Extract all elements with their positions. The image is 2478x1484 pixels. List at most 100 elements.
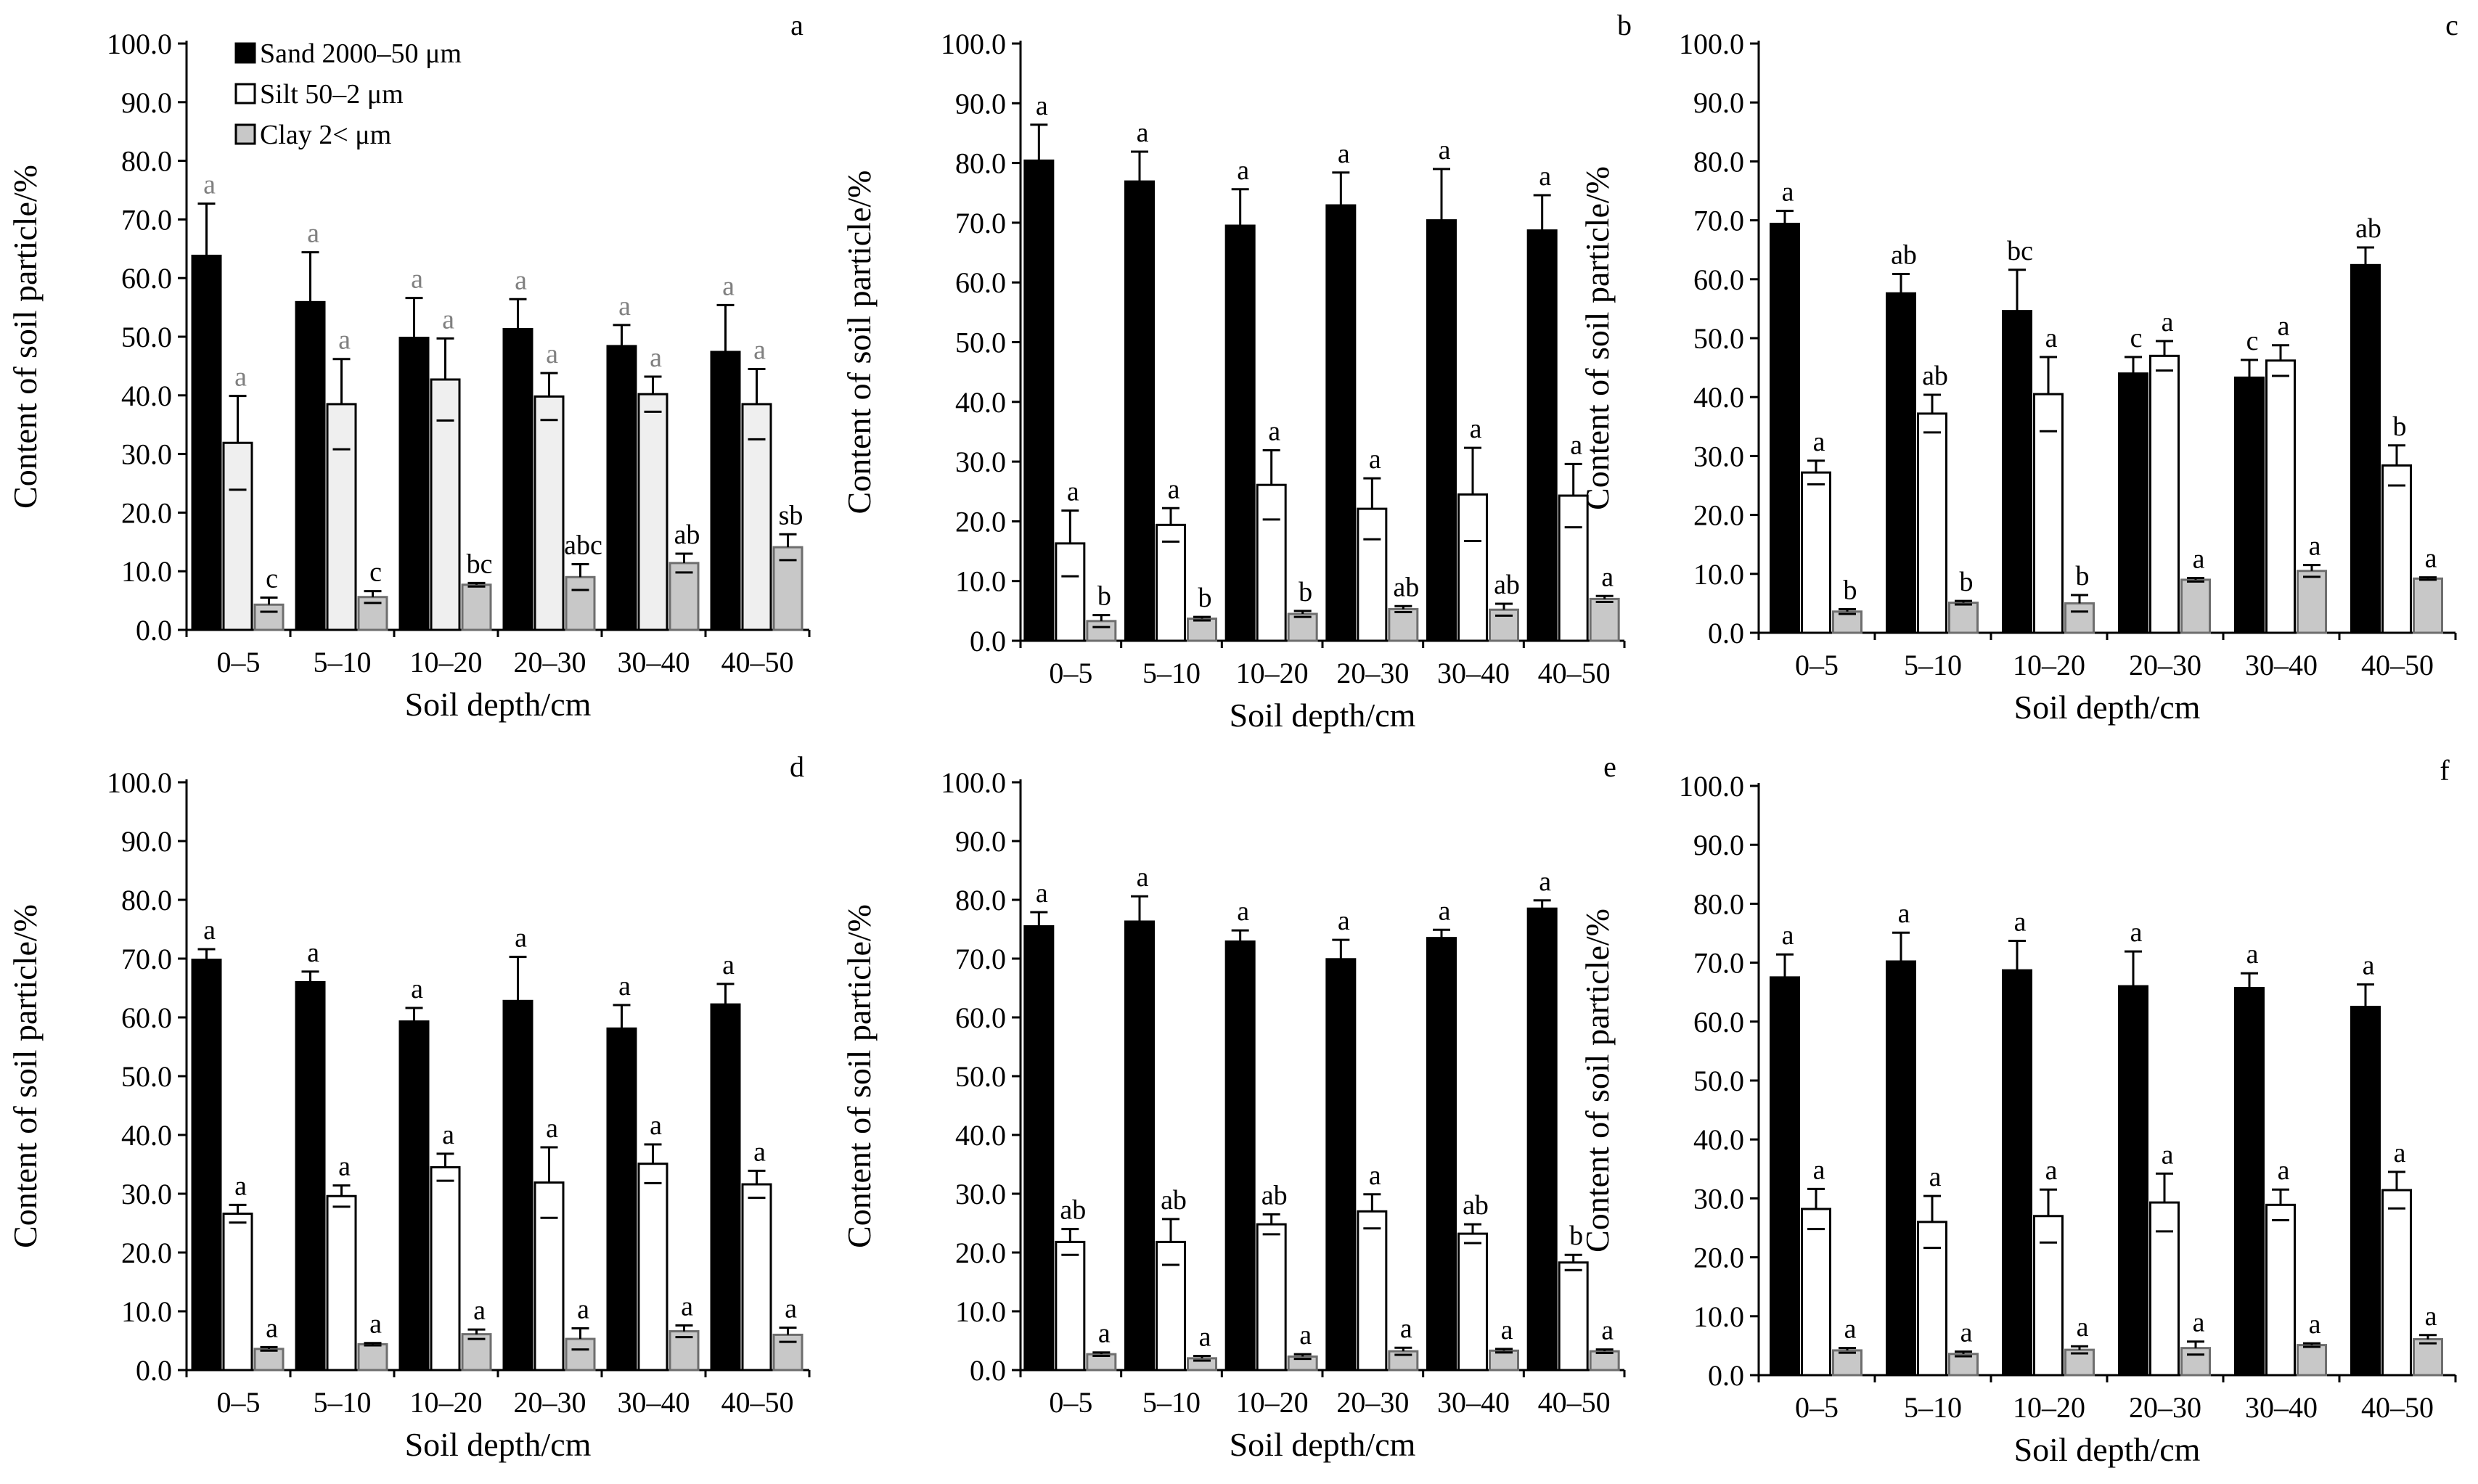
x-tick-label: 10–20: [2013, 649, 2085, 681]
significance-label: a: [1501, 1315, 1513, 1345]
significance-label: a: [2077, 1312, 2089, 1342]
x-tick-label: 0–5: [1049, 1386, 1092, 1419]
significance-label: a: [1168, 474, 1180, 504]
bar: [1832, 1349, 1862, 1377]
bar: [222, 441, 253, 631]
bar: [1489, 608, 1519, 642]
significance-label: b: [1960, 567, 1974, 597]
panel-letter: b: [1617, 9, 1632, 41]
bar: [295, 300, 326, 631]
y-tick-label: 40.0: [1693, 1123, 1744, 1156]
bar: [668, 562, 700, 631]
y-tick-label: 40.0: [121, 1119, 172, 1152]
legend-swatch: [234, 83, 256, 104]
y-tick-label: 10.0: [955, 565, 1006, 598]
chart-panel-a: 0.0 10.0 20.0 30.0 40.0 50.0 60.0 70.0 80.0 90.0 1…: [7, 9, 811, 723]
bar: [2297, 570, 2327, 634]
y-tick-label: 90.0: [955, 825, 1006, 858]
y-tick-label: 80.0: [121, 884, 172, 917]
y-tick-label: 0.0: [1708, 617, 1744, 649]
bar: [2234, 376, 2265, 634]
bar: [2180, 578, 2211, 634]
significance-label: a: [1439, 135, 1451, 165]
bar: [461, 583, 492, 631]
bar: [2064, 602, 2095, 634]
bar: [606, 345, 637, 631]
y-tick-label: 30.0: [121, 438, 172, 471]
significance-label: b: [2393, 411, 2407, 442]
x-tick-label: 0–5: [217, 646, 261, 679]
significance-label: a: [1929, 1162, 1942, 1192]
bar: [772, 1333, 803, 1372]
significance-label: ab: [1494, 570, 1520, 600]
bar: [1917, 1221, 1947, 1377]
bar: [2413, 577, 2443, 634]
x-axis-title: Soil depth/cm: [1230, 697, 1416, 734]
bar: [1489, 1349, 1519, 1372]
y-tick-label: 60.0: [955, 266, 1006, 299]
bar: [606, 1027, 637, 1372]
significance-label: a: [650, 1110, 662, 1141]
bar: [710, 350, 741, 631]
bar: [502, 327, 533, 631]
significance-label: a: [1036, 91, 1048, 121]
chart-panel-f: 0.0 10.0 20.0 30.0 40.0 50.0 60.0 70.0 80.0 90.0 1…: [1579, 754, 2457, 1468]
bar: [502, 999, 533, 1372]
y-tick-label: 40.0: [955, 1119, 1006, 1152]
significance-label: ab: [1922, 361, 1948, 391]
bar: [326, 403, 357, 631]
y-tick-label: 40.0: [121, 380, 172, 412]
y-tick-label: 10.0: [121, 1295, 172, 1328]
bar: [295, 980, 326, 1372]
x-axis-title: Soil depth/cm: [405, 686, 592, 723]
significance-label: a: [1570, 430, 1582, 460]
y-tick-label: 50.0: [121, 321, 172, 353]
panel-letter: c: [2445, 9, 2458, 41]
y-axis-title: Content of soil particle/%: [841, 171, 878, 515]
significance-label: a: [722, 271, 735, 301]
bar: [430, 378, 461, 631]
bar: [2413, 1337, 2443, 1377]
bar: [2033, 1215, 2064, 1377]
significance-label: a: [1067, 477, 1079, 507]
significance-label: a: [411, 974, 423, 1004]
legend: Sand 2000–50 μm Silt 50–2 μm Clay 2< μm: [234, 38, 462, 150]
x-tick-label: 20–30: [2129, 649, 2201, 681]
bar: [1357, 507, 1388, 642]
significance-label: a: [515, 265, 527, 295]
bar: [191, 959, 222, 1372]
bar: [398, 1020, 430, 1372]
significance-label: bc: [2007, 236, 2033, 266]
y-tick-label: 40.0: [955, 386, 1006, 419]
x-tick-label: 10–20: [410, 1386, 483, 1419]
bar: [1526, 229, 1558, 642]
chart-panel-e: 0.0 10.0 20.0 30.0 40.0 50.0 60.0 70.0 80.0 90.0 1…: [841, 750, 1626, 1463]
y-tick-label: 20.0: [121, 1237, 172, 1269]
x-tick-label: 5–10: [1142, 1386, 1201, 1419]
y-tick-label: 10.0: [955, 1295, 1006, 1328]
bar: [1589, 1350, 1620, 1372]
x-axis-title: Soil depth/cm: [2014, 1431, 2201, 1468]
significance-label: abc: [564, 530, 602, 561]
significance-label: a: [1237, 155, 1249, 186]
significance-label: b: [1097, 581, 1111, 612]
significance-label: ab: [1393, 572, 1419, 602]
significance-label: a: [1813, 427, 1825, 457]
significance-label: c: [2246, 326, 2259, 356]
bar: [1886, 960, 1916, 1377]
x-tick-label: 20–30: [1336, 1386, 1409, 1419]
significance-label: c: [266, 564, 278, 594]
significance-label: a: [2162, 1139, 2174, 1170]
y-tick-label: 80.0: [121, 145, 172, 178]
x-tick-label: 40–50: [1538, 1386, 1611, 1419]
significance-label: a: [2193, 544, 2205, 574]
bar: [430, 1166, 461, 1372]
x-tick-label: 40–50: [721, 646, 794, 679]
y-tick-label: 30.0: [1693, 1182, 1744, 1215]
significance-label: a: [1539, 161, 1551, 192]
bar: [1589, 597, 1620, 642]
significance-label: a: [1237, 896, 1249, 927]
y-tick-label: 70.0: [121, 943, 172, 975]
y-tick-label: 0.0: [1708, 1359, 1744, 1392]
bar: [741, 1183, 772, 1372]
